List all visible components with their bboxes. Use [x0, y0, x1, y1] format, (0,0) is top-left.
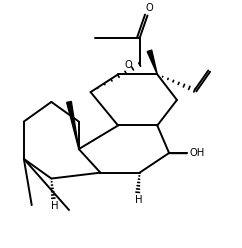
- Text: O: O: [145, 3, 153, 13]
- Text: H: H: [51, 201, 58, 211]
- Text: OH: OH: [189, 148, 204, 158]
- Polygon shape: [147, 50, 157, 74]
- Text: H: H: [135, 195, 143, 205]
- Text: O: O: [125, 60, 133, 70]
- Polygon shape: [67, 101, 79, 149]
